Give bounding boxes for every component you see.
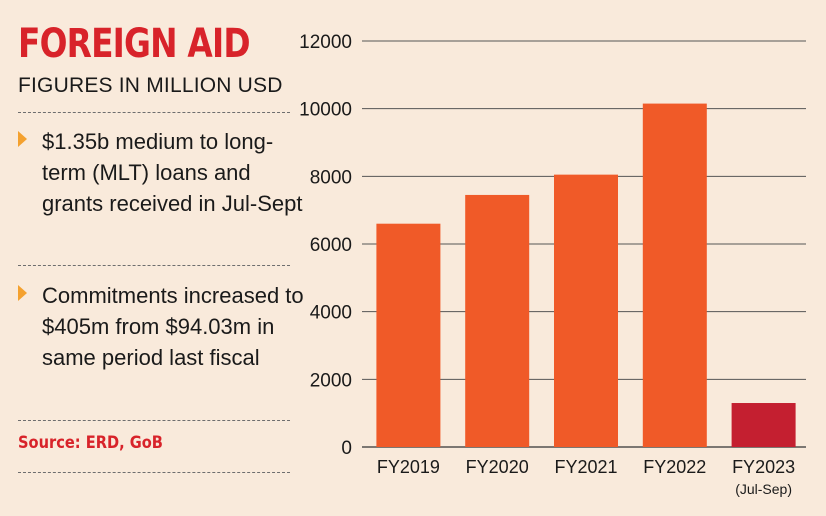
- bar: [465, 194, 530, 447]
- bar: [642, 103, 707, 447]
- arrow-bullet-icon: [18, 285, 27, 301]
- note-text: Commitments increased to $405m from $94.…: [42, 283, 304, 370]
- divider: [18, 265, 290, 266]
- note-item: Commitments increased to $405m from $94.…: [18, 280, 304, 400]
- divider: [18, 472, 290, 473]
- note-text: $1.35b medium to long-term (MLT) loans a…: [42, 129, 303, 216]
- note-item: $1.35b medium to long-term (MLT) loans a…: [18, 126, 302, 246]
- divider: [18, 420, 290, 421]
- chart-title: FOREIGN AID: [18, 21, 251, 67]
- y-tick-label: 4000: [310, 303, 352, 324]
- y-tick-label: 8000: [310, 167, 352, 188]
- divider: [18, 112, 290, 113]
- y-tick-label: 6000: [310, 235, 352, 256]
- chart-subtitle: FIGURES IN MILLION USD: [18, 74, 283, 97]
- x-tick-label: FY2023: [732, 457, 795, 477]
- y-tick-label: 2000: [310, 370, 352, 391]
- bar: [554, 174, 618, 447]
- y-tick-label: 12000: [299, 32, 352, 53]
- bar: [731, 403, 796, 447]
- x-tick-label: FY2021: [554, 457, 617, 477]
- x-tick-label: FY2022: [643, 457, 706, 477]
- y-tick-label: 0: [341, 438, 352, 459]
- x-tick-label: FY2019: [377, 457, 440, 477]
- source-note: Source: ERD, GoB: [18, 433, 163, 453]
- arrow-bullet-icon: [18, 131, 27, 147]
- bar: [376, 223, 441, 447]
- x-tick-label: FY2020: [466, 457, 529, 477]
- x-tick-sublabel: (Jul-Sep): [735, 481, 792, 497]
- y-tick-label: 10000: [299, 100, 352, 121]
